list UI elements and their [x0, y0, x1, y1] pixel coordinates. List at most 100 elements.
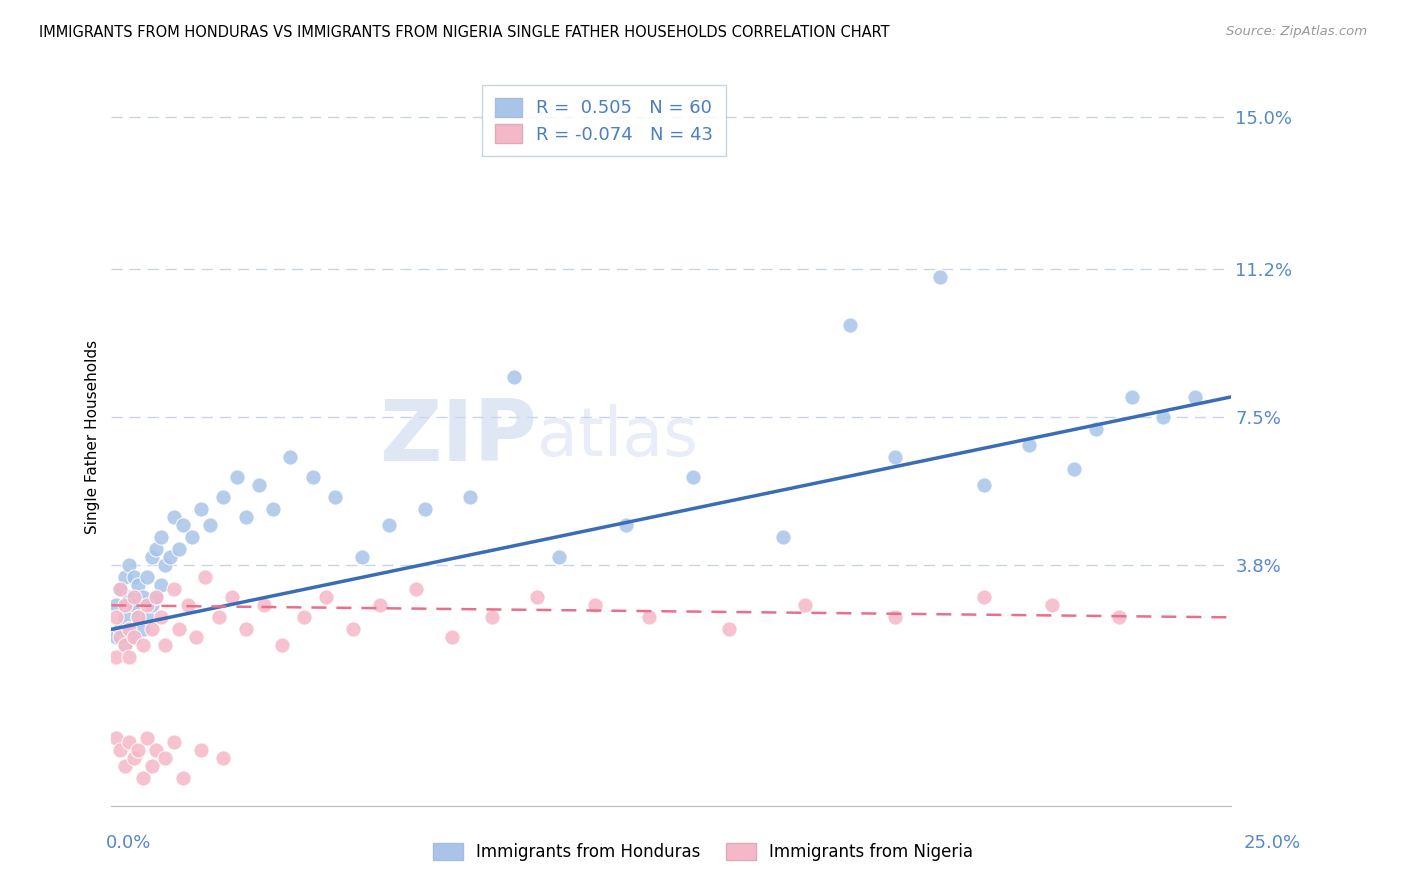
Point — [181, 530, 204, 544]
Point — [883, 450, 905, 464]
Point — [110, 582, 132, 597]
Point — [458, 490, 481, 504]
Point — [682, 470, 704, 484]
Point — [132, 639, 155, 653]
Point — [973, 591, 995, 605]
Point — [153, 639, 176, 653]
Point — [122, 591, 145, 605]
Point — [718, 623, 741, 637]
Point — [221, 591, 243, 605]
Point — [136, 599, 159, 613]
Point — [262, 502, 284, 516]
Point — [122, 631, 145, 645]
Point — [190, 742, 212, 756]
Point — [136, 610, 159, 624]
Point — [136, 570, 159, 584]
Legend: Immigrants from Honduras, Immigrants from Nigeria: Immigrants from Honduras, Immigrants fro… — [426, 836, 980, 868]
Point — [225, 470, 247, 484]
Point — [440, 631, 463, 645]
Point — [132, 771, 155, 785]
Point — [153, 558, 176, 573]
Point — [141, 623, 163, 637]
Text: IMMIGRANTS FROM HONDURAS VS IMMIGRANTS FROM NIGERIA SINGLE FATHER HOUSEHOLDS COR: IMMIGRANTS FROM HONDURAS VS IMMIGRANTS F… — [39, 25, 890, 40]
Point — [208, 610, 231, 624]
Point — [1152, 410, 1174, 425]
Point — [110, 631, 132, 645]
Point — [190, 502, 212, 516]
Point — [172, 518, 194, 533]
Legend: R =  0.505   N = 60, R = -0.074   N = 43: R = 0.505 N = 60, R = -0.074 N = 43 — [482, 85, 725, 156]
Point — [127, 610, 149, 624]
Point — [114, 758, 136, 772]
Point — [270, 639, 292, 653]
Point — [122, 570, 145, 584]
Point — [247, 478, 270, 492]
Point — [141, 599, 163, 613]
Text: atlas: atlas — [537, 404, 697, 470]
Point — [118, 650, 141, 665]
Point — [118, 623, 141, 637]
Point — [378, 518, 401, 533]
Point — [583, 599, 606, 613]
Point — [114, 610, 136, 624]
Point — [104, 631, 127, 645]
Point — [118, 591, 141, 605]
Point — [292, 610, 315, 624]
Point — [122, 750, 145, 764]
Point — [145, 591, 167, 605]
Point — [928, 269, 950, 284]
Point — [114, 639, 136, 653]
Point — [110, 742, 132, 756]
Text: 0.0%: 0.0% — [105, 834, 150, 852]
Point — [153, 750, 176, 764]
Point — [413, 502, 436, 516]
Point — [794, 599, 817, 613]
Point — [186, 631, 208, 645]
Point — [163, 510, 186, 524]
Point — [323, 490, 346, 504]
Point — [110, 582, 132, 597]
Point — [132, 591, 155, 605]
Point — [973, 478, 995, 492]
Point — [503, 370, 526, 384]
Point — [118, 623, 141, 637]
Point — [114, 599, 136, 613]
Y-axis label: Single Father Households: Single Father Households — [86, 340, 100, 534]
Point — [839, 318, 862, 332]
Point — [280, 450, 302, 464]
Point — [212, 490, 235, 504]
Point — [368, 599, 391, 613]
Point — [122, 599, 145, 613]
Point — [159, 550, 181, 565]
Point — [141, 550, 163, 565]
Point — [118, 558, 141, 573]
Point — [110, 623, 132, 637]
Text: 25.0%: 25.0% — [1243, 834, 1301, 852]
Point — [163, 734, 186, 748]
Point — [136, 731, 159, 745]
Point — [127, 610, 149, 624]
Point — [104, 731, 127, 745]
Point — [252, 599, 274, 613]
Point — [548, 550, 571, 565]
Point — [315, 591, 337, 605]
Point — [132, 623, 155, 637]
Point — [163, 582, 186, 597]
Point — [104, 610, 127, 624]
Point — [1085, 422, 1108, 436]
Point — [194, 570, 217, 584]
Point — [481, 610, 503, 624]
Point — [1108, 610, 1130, 624]
Point — [883, 610, 905, 624]
Point — [149, 578, 172, 592]
Point — [167, 623, 190, 637]
Point — [176, 599, 198, 613]
Point — [352, 550, 374, 565]
Point — [1121, 390, 1143, 404]
Point — [526, 591, 548, 605]
Point — [149, 610, 172, 624]
Point — [167, 542, 190, 557]
Point — [172, 771, 194, 785]
Point — [342, 623, 364, 637]
Point — [145, 542, 167, 557]
